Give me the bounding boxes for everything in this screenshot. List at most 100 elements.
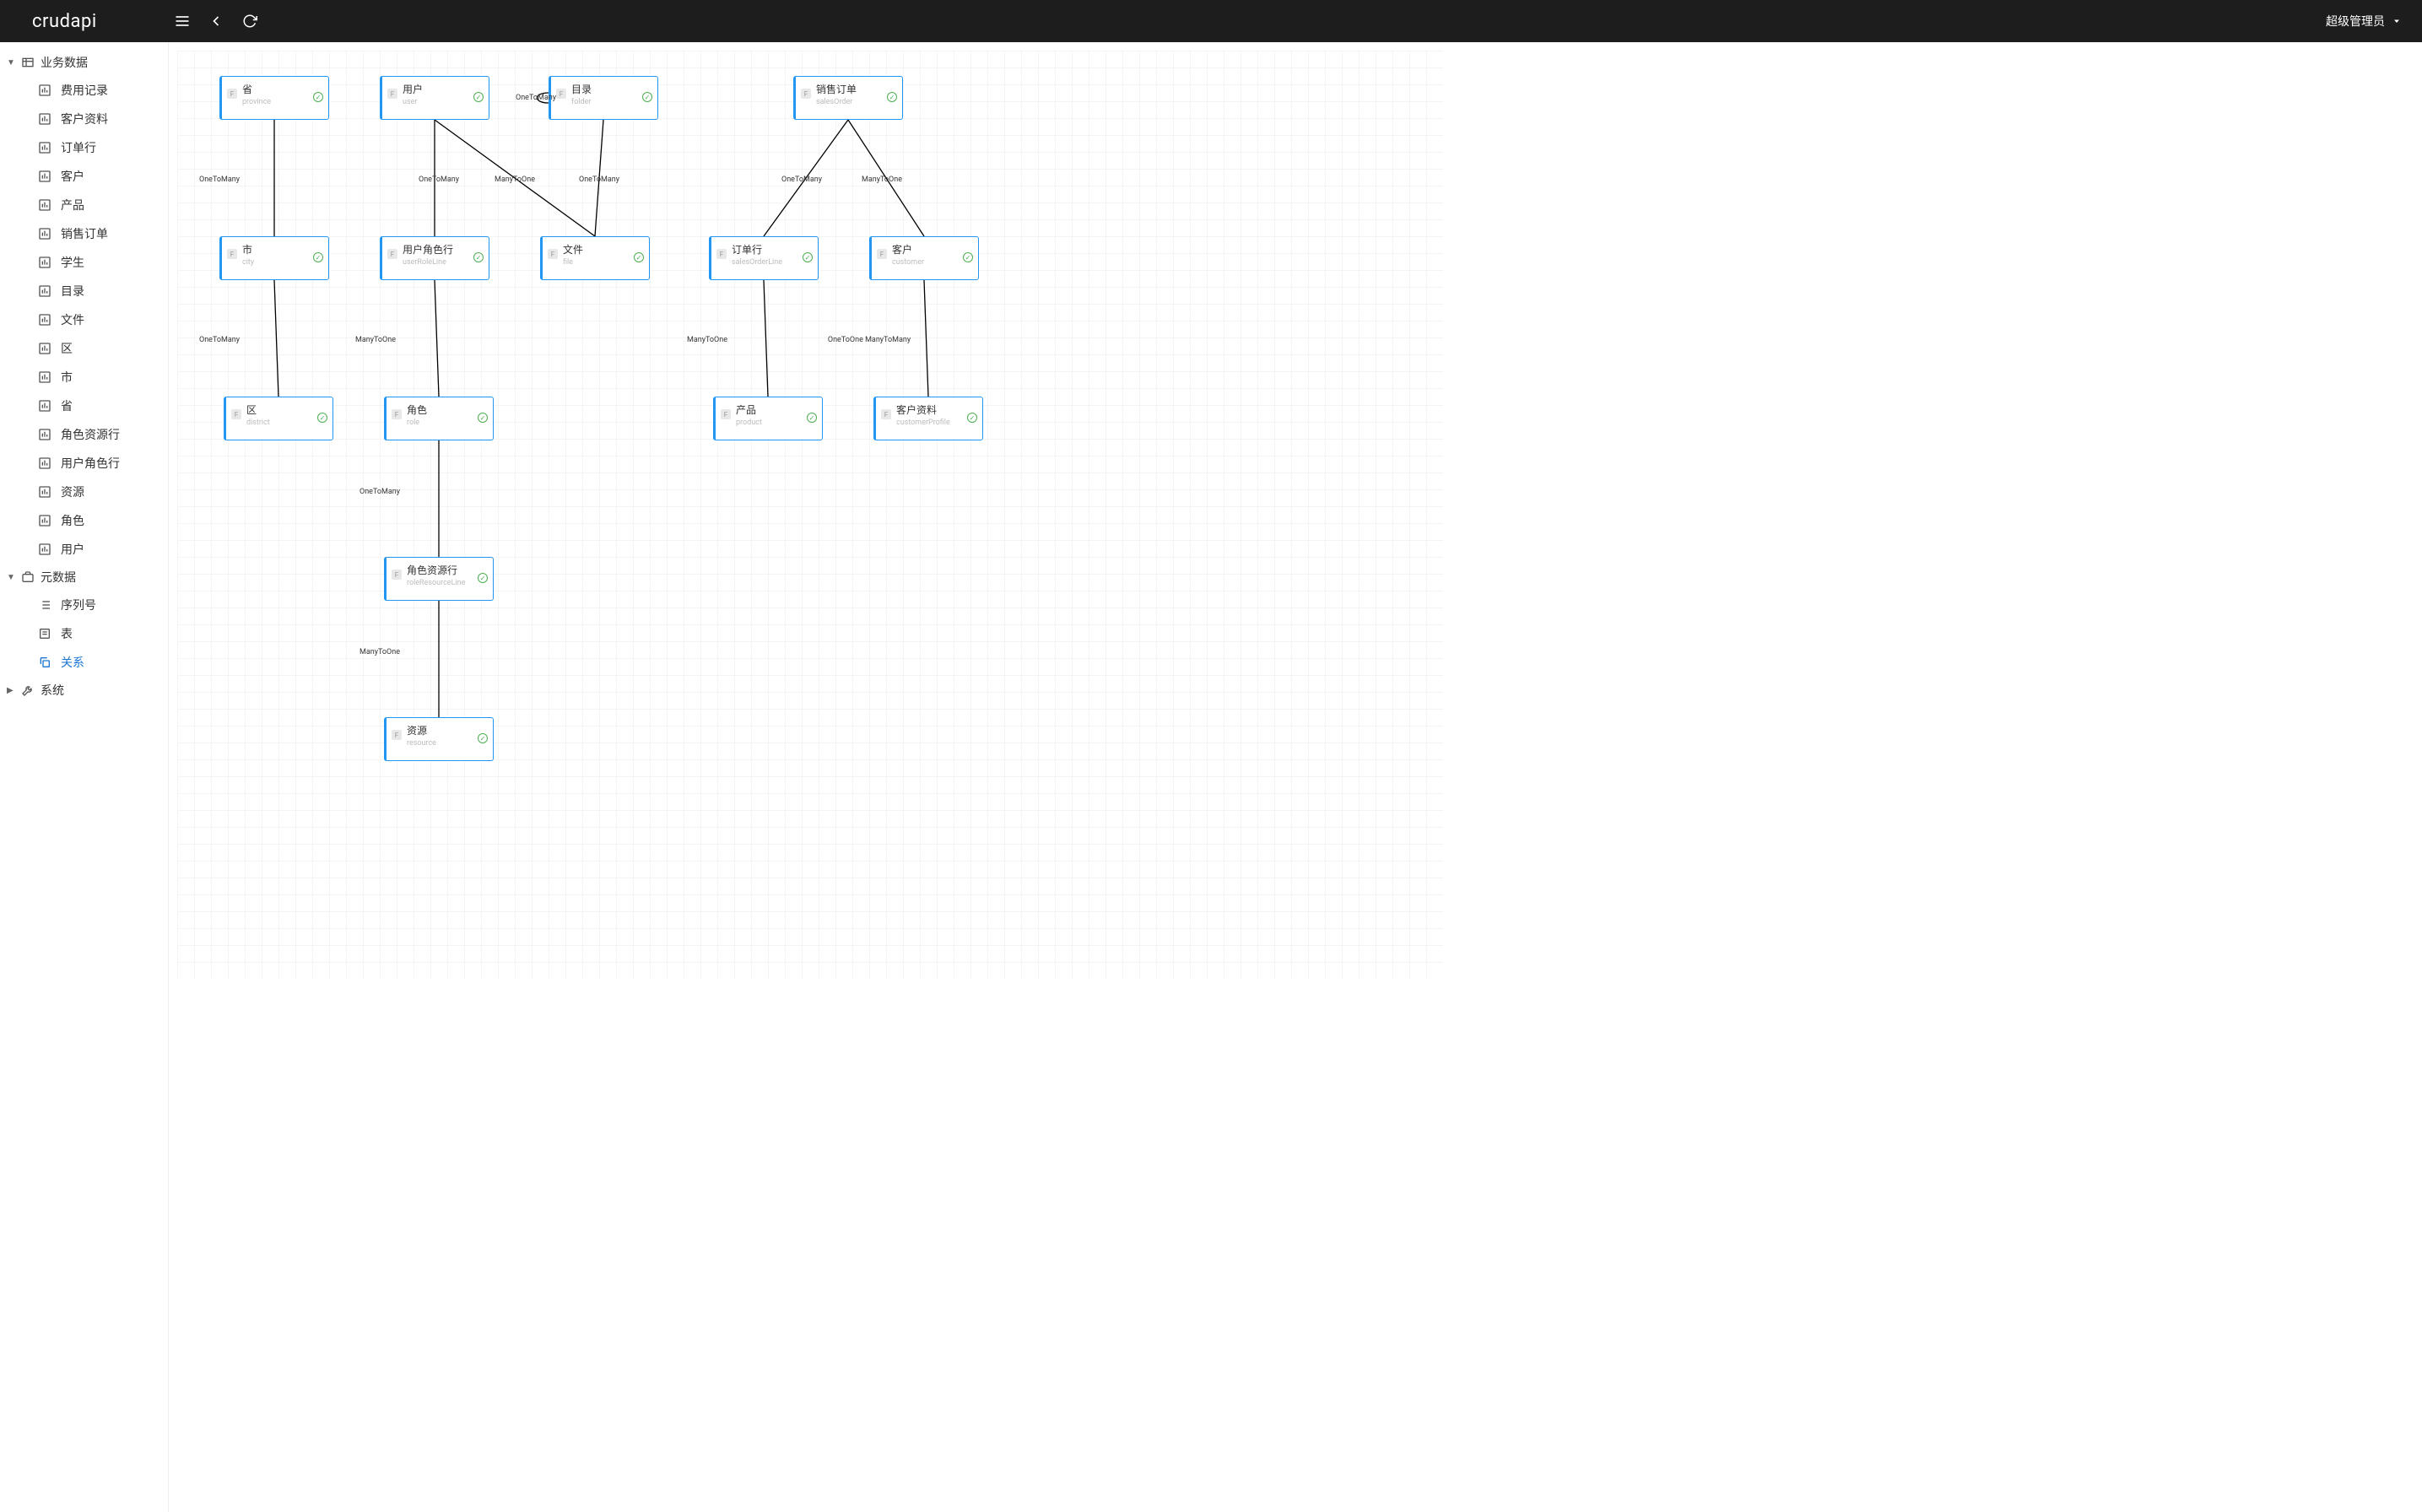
node-subtitle: district xyxy=(246,418,326,427)
node-badge-icon: F xyxy=(881,409,891,419)
tree-item[interactable]: 序列号 xyxy=(0,591,168,619)
chart-icon xyxy=(37,513,52,528)
user-menu[interactable]: 超级管理员 xyxy=(2326,13,2402,30)
tree-item-label: 省 xyxy=(61,397,73,414)
tree-item[interactable]: 角色 xyxy=(0,506,168,535)
copy-icon xyxy=(37,655,52,670)
node-badge-icon: F xyxy=(227,249,237,259)
header: crudapi 超级管理员 xyxy=(0,0,2422,42)
chart-icon xyxy=(37,197,52,213)
diagram-node[interactable]: F用户user xyxy=(380,76,489,120)
list-icon xyxy=(37,597,52,613)
diagram-node[interactable]: F市city xyxy=(219,236,329,280)
menu-icon[interactable] xyxy=(173,12,192,30)
node-title: 客户 xyxy=(892,242,971,256)
node-badge-icon: F xyxy=(556,89,566,99)
logo[interactable]: crudapi xyxy=(32,11,97,32)
tree-item[interactable]: 市 xyxy=(0,363,168,392)
node-subtitle: salesOrder xyxy=(816,98,895,106)
chart-icon xyxy=(37,255,52,270)
tree-item-label: 学生 xyxy=(61,254,84,271)
node-badge-icon: F xyxy=(716,249,727,259)
tree-item[interactable]: 角色资源行 xyxy=(0,420,168,449)
tree-item[interactable]: 销售订单 xyxy=(0,219,168,248)
node-badge-icon: F xyxy=(877,249,887,259)
tree-item[interactable]: 省 xyxy=(0,392,168,420)
tree-item-label: 资源 xyxy=(61,483,84,500)
node-title: 省 xyxy=(242,82,322,96)
diagram-node[interactable]: F省province xyxy=(219,76,329,120)
diagram-node[interactable]: F角色role xyxy=(384,397,494,440)
edge-label: ManyToOne xyxy=(862,176,902,184)
node-subtitle: product xyxy=(736,418,815,427)
diagram-node[interactable]: F产品product xyxy=(713,397,823,440)
chart-icon xyxy=(37,169,52,184)
node-subtitle: folder xyxy=(571,98,651,106)
canvas[interactable]: F省province F用户user F目录folder F销售订单salesOrde… xyxy=(169,42,2422,1512)
back-icon[interactable] xyxy=(207,12,225,30)
tree-group[interactable]: ▼业务数据 xyxy=(0,49,168,76)
tree-group-label: 元数据 xyxy=(41,569,76,586)
node-subtitle: salesOrderLine xyxy=(732,258,811,267)
diagram-node[interactable]: F用户角色行userRoleLine xyxy=(380,236,489,280)
edge-label: OneToMany xyxy=(579,176,619,184)
tree-item[interactable]: 区 xyxy=(0,334,168,363)
chart-icon xyxy=(37,312,52,327)
node-title: 区 xyxy=(246,402,326,417)
user-label: 超级管理员 xyxy=(2326,13,2385,30)
diagram-node[interactable]: F角色资源行roleResourceLine xyxy=(384,557,494,601)
node-subtitle: roleResourceLine xyxy=(407,579,486,587)
canvas-inner[interactable]: F省province F用户user F目录folder F销售订单salesOrde… xyxy=(177,51,1443,979)
diagram-node[interactable]: F订单行salesOrderLine xyxy=(709,236,819,280)
node-title: 文件 xyxy=(563,242,642,256)
diagram-node[interactable]: F客户customer xyxy=(869,236,979,280)
diagram-node[interactable]: F目录folder xyxy=(549,76,658,120)
node-subtitle: user xyxy=(403,98,482,106)
tree-item[interactable]: 资源 xyxy=(0,478,168,506)
tree-item[interactable]: 产品 xyxy=(0,191,168,219)
check-icon xyxy=(478,413,488,423)
tree-item[interactable]: 订单行 xyxy=(0,133,168,162)
node-title: 用户角色行 xyxy=(403,242,482,256)
tree-item[interactable]: 客户 xyxy=(0,162,168,191)
edge-label: OneToMany xyxy=(199,176,240,184)
tree-item[interactable]: 费用记录 xyxy=(0,76,168,105)
edges-layer xyxy=(177,51,1443,979)
node-badge-icon: F xyxy=(392,570,402,580)
tree-item[interactable]: 用户角色行 xyxy=(0,449,168,478)
diagram-node[interactable]: F资源resource xyxy=(384,717,494,761)
refresh-icon[interactable] xyxy=(241,12,259,30)
check-icon xyxy=(807,413,817,423)
edge-label: ManyToOne xyxy=(360,648,400,656)
node-subtitle: customerProfile xyxy=(896,418,976,427)
tree-group[interactable]: ▶系统 xyxy=(0,677,168,704)
diagram-node[interactable]: F文件file xyxy=(540,236,650,280)
tree-item[interactable]: 用户 xyxy=(0,535,168,564)
chart-icon xyxy=(37,398,52,413)
tree-item[interactable]: 目录 xyxy=(0,277,168,305)
tree-group[interactable]: ▼元数据 xyxy=(0,564,168,591)
tree-item-label: 订单行 xyxy=(61,139,96,156)
node-badge-icon: F xyxy=(721,409,731,419)
node-badge-icon: F xyxy=(801,89,811,99)
chart-icon xyxy=(37,484,52,500)
node-title: 角色 xyxy=(407,402,486,417)
check-icon xyxy=(963,252,973,262)
chart-icon xyxy=(37,542,52,557)
tree-item[interactable]: 表 xyxy=(0,619,168,648)
chart-icon xyxy=(37,427,52,442)
tree-item[interactable]: 客户资料 xyxy=(0,105,168,133)
chevron-down-icon xyxy=(2392,16,2402,26)
tree-item-label: 文件 xyxy=(61,311,84,328)
tree-item[interactable]: 文件 xyxy=(0,305,168,334)
diagram-node[interactable]: F客户资料customerProfile xyxy=(873,397,983,440)
doc-icon xyxy=(37,626,52,641)
tree-item[interactable]: 关系 xyxy=(0,648,168,677)
diagram-node[interactable]: F区district xyxy=(224,397,333,440)
diagram-node[interactable]: F销售订单salesOrder xyxy=(793,76,903,120)
node-subtitle: resource xyxy=(407,739,486,748)
wrench-icon xyxy=(20,683,35,698)
tree-arrow-icon: ▶ xyxy=(7,686,15,695)
check-icon xyxy=(887,92,897,102)
tree-item[interactable]: 学生 xyxy=(0,248,168,277)
